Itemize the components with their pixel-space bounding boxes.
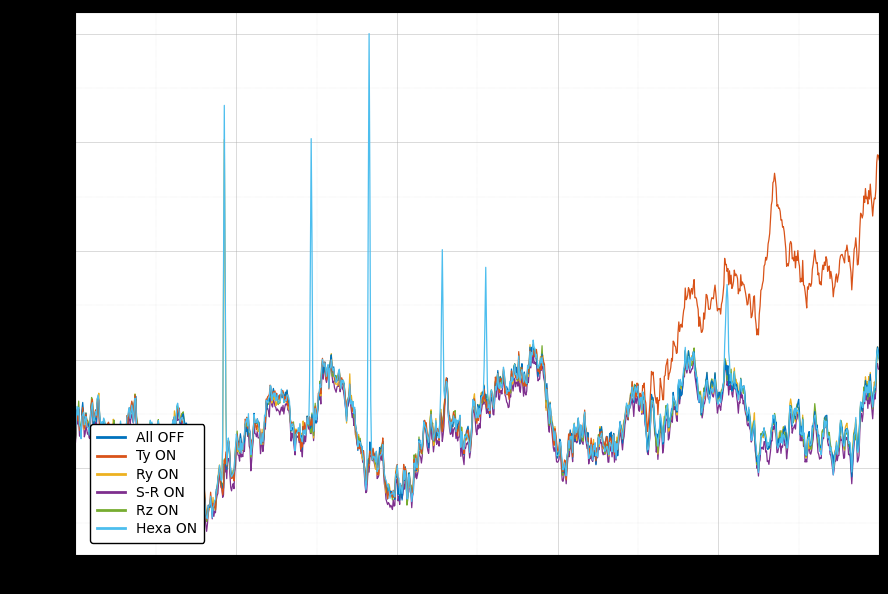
All OFF — [874, 352, 884, 359]
Rz ON — [623, 404, 634, 411]
S-R ON — [152, 437, 163, 444]
All OFF — [425, 422, 436, 429]
S-R ON — [527, 346, 538, 353]
S-R ON — [396, 487, 407, 494]
Hexa ON — [364, 30, 375, 37]
All OFF — [623, 403, 634, 410]
Rz ON — [152, 422, 163, 429]
Ty ON — [152, 420, 163, 427]
Rz ON — [527, 340, 538, 347]
Rz ON — [70, 435, 81, 442]
Rz ON — [194, 519, 204, 526]
Rz ON — [699, 384, 710, 391]
Ty ON — [874, 156, 884, 163]
Ry ON — [425, 406, 436, 413]
Ry ON — [623, 400, 634, 407]
Hexa ON — [194, 520, 205, 527]
All OFF — [152, 429, 163, 436]
Ry ON — [874, 355, 884, 362]
Rz ON — [874, 355, 884, 362]
S-R ON — [70, 438, 81, 446]
Ry ON — [219, 136, 230, 143]
Ty ON — [622, 416, 633, 423]
Line: S-R ON: S-R ON — [75, 349, 879, 533]
S-R ON — [194, 530, 205, 537]
Ty ON — [396, 482, 407, 489]
Ty ON — [698, 325, 709, 332]
Rz ON — [425, 415, 436, 422]
Line: All OFF: All OFF — [75, 345, 879, 519]
Hexa ON — [425, 411, 436, 418]
Hexa ON — [623, 402, 634, 409]
Hexa ON — [397, 490, 408, 497]
S-R ON — [623, 406, 634, 413]
Ty ON — [712, 307, 723, 314]
Hexa ON — [874, 356, 884, 363]
S-R ON — [699, 401, 710, 408]
Ry ON — [397, 489, 408, 497]
Hexa ON — [70, 429, 81, 437]
All OFF — [70, 434, 81, 441]
Line: Rz ON: Rz ON — [75, 344, 879, 522]
Rz ON — [713, 395, 724, 402]
Ty ON — [70, 431, 81, 438]
All OFF — [713, 393, 724, 400]
Ty ON — [872, 151, 883, 159]
Ry ON — [70, 435, 81, 443]
Hexa ON — [713, 401, 724, 408]
Line: Hexa ON: Hexa ON — [75, 34, 879, 524]
Hexa ON — [699, 389, 710, 396]
Ry ON — [713, 396, 724, 403]
S-R ON — [713, 405, 724, 412]
All OFF — [699, 391, 710, 399]
All OFF — [194, 516, 204, 523]
S-R ON — [425, 426, 436, 433]
S-R ON — [874, 366, 884, 373]
Ry ON — [152, 425, 163, 432]
Ty ON — [425, 421, 436, 428]
Ty ON — [202, 516, 212, 523]
All OFF — [527, 341, 538, 348]
Rz ON — [396, 485, 407, 492]
Ry ON — [699, 387, 710, 394]
Line: Ty ON: Ty ON — [75, 155, 879, 519]
Ry ON — [194, 516, 204, 523]
All OFF — [396, 484, 407, 491]
Line: Ry ON: Ry ON — [75, 140, 879, 520]
Hexa ON — [152, 421, 163, 428]
Legend: All OFF, Ty ON, Ry ON, S-R ON, Rz ON, Hexa ON: All OFF, Ty ON, Ry ON, S-R ON, Rz ON, He… — [91, 424, 204, 543]
